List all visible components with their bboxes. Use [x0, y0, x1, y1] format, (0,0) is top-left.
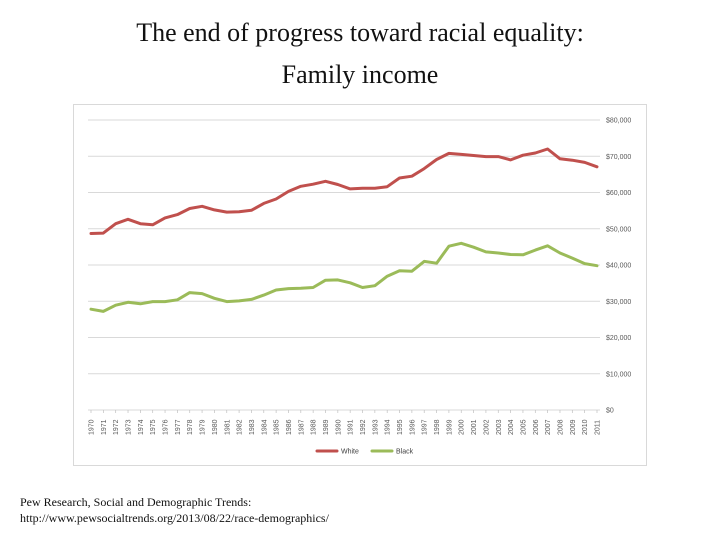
x-tick-label-23: 1993 — [372, 419, 379, 435]
x-tick-label-2: 1972 — [113, 419, 120, 435]
x-tick-label-15: 1985 — [274, 419, 281, 435]
y-tick-label-4: $40,000 — [606, 263, 631, 270]
y-tick-label-7: $70,000 — [606, 154, 631, 161]
x-tick-label-12: 1982 — [237, 419, 244, 435]
x-tick-label-16: 1986 — [286, 419, 293, 435]
x-tick-label-1: 1971 — [101, 419, 108, 435]
x-tick-label-24: 1994 — [385, 419, 392, 435]
x-tick-label-13: 1983 — [249, 419, 256, 435]
x-tick-label-33: 2003 — [496, 419, 503, 435]
x-tick-label-0: 1970 — [89, 419, 96, 435]
x-tick-label-3: 1973 — [126, 419, 133, 435]
slide-title-line2: Family income — [281, 60, 439, 89]
x-tick-label-21: 1991 — [348, 419, 355, 435]
source-url: http://www.pewsocialtrends.org/2013/08/2… — [20, 511, 329, 525]
x-tick-label-9: 1979 — [200, 419, 207, 435]
x-tick-label-26: 1996 — [409, 419, 416, 435]
x-tick-label-14: 1984 — [261, 419, 268, 435]
x-tick-label-10: 1980 — [212, 419, 219, 435]
x-tick-label-30: 2000 — [459, 419, 466, 435]
source-citation: Pew Research, Social and Demographic Tre… — [20, 495, 252, 509]
x-tick-label-38: 2008 — [557, 419, 564, 435]
x-tick-label-34: 2004 — [508, 419, 515, 435]
y-tick-label-8: $80,000 — [606, 118, 631, 125]
x-tick-label-11: 1981 — [224, 419, 231, 435]
x-tick-label-36: 2006 — [533, 419, 540, 435]
x-tick-label-29: 1999 — [446, 419, 453, 435]
y-tick-label-2: $20,000 — [606, 335, 631, 342]
legend-label-white: White — [341, 449, 359, 456]
slide-title-line1: The end of progress toward racial equali… — [136, 18, 584, 47]
y-tick-label-6: $60,000 — [606, 190, 631, 197]
x-tick-label-7: 1977 — [175, 419, 182, 435]
x-tick-label-41: 2011 — [595, 420, 602, 435]
legend-label-black: Black — [396, 449, 414, 456]
x-tick-label-27: 1997 — [422, 419, 429, 435]
x-tick-label-18: 1988 — [311, 419, 318, 435]
x-tick-label-39: 2009 — [570, 419, 577, 435]
x-tick-label-19: 1989 — [323, 419, 330, 435]
x-tick-label-4: 1974 — [138, 419, 145, 435]
family-income-chart: $0 $10,000 $20,000 $30,000 $40,000 $50,000 $60… — [73, 104, 647, 466]
chart-svg: $0 $10,000 $20,000 $30,000 $40,000 $50,000 $60… — [88, 118, 631, 456]
x-tick-label-31: 2001 — [471, 419, 478, 435]
y-tick-label-3: $30,000 — [606, 299, 631, 306]
x-tick-label-5: 1975 — [150, 419, 157, 435]
x-tick-label-17: 1987 — [298, 419, 305, 435]
x-tick-label-8: 1978 — [187, 419, 194, 435]
x-tick-label-20: 1990 — [335, 419, 342, 435]
x-tick-label-40: 2010 — [582, 419, 589, 435]
x-tick-label-6: 1976 — [163, 419, 170, 435]
series-line-white — [89, 147, 599, 235]
x-tick-label-35: 2005 — [520, 419, 527, 435]
x-tick-label-22: 1992 — [360, 419, 367, 435]
y-tick-label-0: $0 — [606, 408, 614, 415]
x-tick-label-37: 2007 — [545, 419, 552, 435]
series-line-black — [89, 241, 599, 313]
x-tick-label-28: 1998 — [434, 419, 441, 435]
y-tick-label-5: $50,000 — [606, 226, 631, 233]
y-tick-label-1: $10,000 — [606, 371, 631, 378]
x-tick-label-32: 2002 — [483, 419, 490, 435]
x-tick-label-25: 1995 — [397, 419, 404, 435]
